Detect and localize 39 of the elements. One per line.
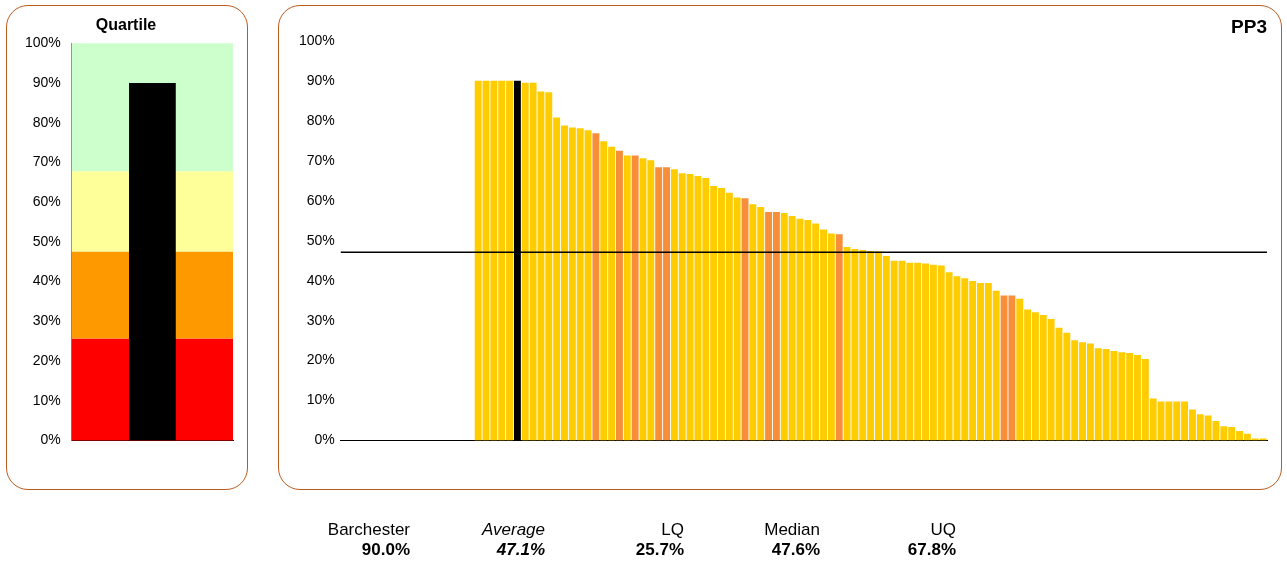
category-label: Median: [764, 520, 820, 539]
text: 25.7%: [635, 540, 684, 559]
y-tick-label: 80%: [306, 111, 335, 128]
chart-title: Quartile: [95, 16, 157, 34]
bar: [592, 133, 600, 441]
y-tick-label: 90%: [32, 73, 61, 90]
chart-title: PP3: [1231, 15, 1267, 37]
y-tick-label: 10%: [306, 391, 335, 408]
bar: [631, 155, 639, 441]
text: 67.8%: [907, 540, 956, 559]
y-tick-label: 40%: [32, 272, 61, 289]
y-tick-label: 0%: [314, 431, 335, 448]
y-tick-label: 40%: [306, 271, 335, 288]
bar: [835, 234, 843, 441]
y-tick-label: 20%: [306, 351, 335, 368]
y-tick-label: 0%: [40, 431, 61, 448]
y-tick-label: 10%: [32, 391, 61, 408]
y-tick-label: 90%: [306, 71, 335, 88]
y-tick-label: 30%: [32, 312, 61, 329]
y-tick-label: 80%: [32, 113, 61, 130]
category-label: Average: [481, 520, 545, 539]
bar: [623, 155, 631, 441]
category-label: Barchester: [326, 520, 410, 540]
y-tick-label: 30%: [306, 311, 335, 328]
category-label: LQ: [661, 520, 684, 539]
y-tick-label: 60%: [306, 191, 335, 208]
category-label: UQ: [930, 520, 956, 539]
y-tick-label: 100%: [24, 34, 61, 51]
y-tick-label: 20%: [32, 351, 61, 368]
y-tick-label: 70%: [306, 151, 335, 168]
y-tick-label: 70%: [32, 153, 61, 170]
text: 47.1%: [496, 540, 545, 559]
y-tick-label: 50%: [32, 232, 61, 249]
bar: [616, 150, 623, 441]
y-tick-label: 50%: [306, 231, 335, 248]
text: 47.6%: [771, 540, 820, 559]
y-tick-label: 100%: [298, 31, 335, 48]
text: 90.0%: [361, 540, 410, 559]
y-tick-label: 60%: [32, 193, 61, 210]
